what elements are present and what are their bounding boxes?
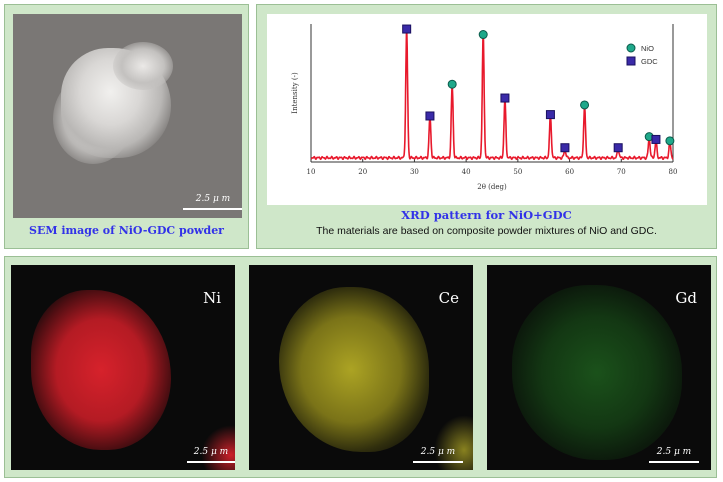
scale-bar-line [413, 461, 463, 463]
x-tick-label: 10 [307, 168, 316, 176]
scale-bar-line [649, 461, 699, 463]
map-ni: Ni 2.5 μ m [11, 265, 235, 470]
gdc-peak-marker [545, 110, 555, 120]
gdc-peak-marker [500, 93, 510, 103]
gdc-peak-marker [425, 111, 435, 121]
nio-peak-marker [447, 79, 457, 89]
xrd-chart: 10 20 30 40 50 60 70 80 2θ (deg) Intensity (-) NiO… [291, 24, 678, 191]
nio-peak-marker [665, 136, 675, 146]
legend-nio-icon [626, 43, 636, 53]
ce-distribution [279, 287, 429, 452]
x-tick-label: 80 [669, 168, 678, 176]
scale-bar: 2.5 μ m [183, 194, 242, 212]
element-label: Ni [203, 289, 221, 307]
legend-label: GDC [641, 57, 658, 66]
scale-bar-label: 2.5 μ m [193, 447, 229, 457]
xrd-note: The materials are based on composite pow… [316, 225, 657, 237]
particle-cluster [113, 42, 173, 90]
gdc-peak-marker [402, 24, 412, 34]
scale-bar-label: 2.5 μ m [656, 447, 692, 457]
x-tick-label: 20 [358, 168, 367, 176]
xrd-chart-area: 10 20 30 40 50 60 70 80 2θ (deg) Intensity (-) NiO… [267, 14, 707, 205]
x-tick-label: 70 [617, 168, 626, 176]
x-tick-label: 30 [410, 168, 419, 176]
x-tick-label: 60 [565, 168, 574, 176]
scale-bar-line [187, 461, 235, 463]
xrd-caption: XRD pattern for NiO+GDC [401, 208, 572, 222]
gdc-peak-marker [613, 143, 623, 153]
x-tick-label: 50 [513, 168, 522, 176]
x-axis-label: 2θ (deg) [477, 183, 507, 191]
element-label: Ce [438, 289, 459, 307]
scale-bar: 2.5 μ m [413, 447, 463, 465]
legend-label: NiO [641, 44, 654, 53]
gdc-peak-marker [651, 134, 661, 144]
legend-gdc-icon [626, 56, 636, 66]
elemental-maps-panel: Ni 2.5 μ m Ce 2.5 μ m Gd 2.5 μ m [4, 256, 717, 478]
nio-peak-marker [580, 100, 590, 110]
scale-bar-label: 2.5 μ m [195, 194, 231, 204]
scale-bar-label: 2.5 μ m [420, 447, 456, 457]
scale-bar-line [183, 208, 242, 210]
gdc-peak-marker [560, 143, 570, 153]
ce-distribution [434, 415, 473, 470]
element-label: Gd [675, 289, 697, 307]
xrd-panel: 10 20 30 40 50 60 70 80 2θ (deg) Intensity (-) NiO… [256, 4, 717, 249]
sem-caption: SEM image of NiO-GDC powder [29, 224, 224, 237]
nio-peak-marker [478, 30, 488, 40]
scale-bar: 2.5 μ m [187, 447, 235, 465]
gd-distribution [512, 285, 682, 460]
y-axis-label: Intensity (-) [291, 72, 299, 114]
xrd-line [310, 30, 674, 161]
x-tick-label: 40 [462, 168, 471, 176]
sem-image: 2.5 μ m [13, 14, 242, 218]
map-ce: Ce 2.5 μ m [249, 265, 473, 470]
map-gd: Gd 2.5 μ m [487, 265, 711, 470]
scale-bar: 2.5 μ m [649, 447, 699, 465]
ni-distribution [31, 290, 171, 450]
sem-panel: 2.5 μ m SEM image of NiO-GDC powder [4, 4, 249, 249]
